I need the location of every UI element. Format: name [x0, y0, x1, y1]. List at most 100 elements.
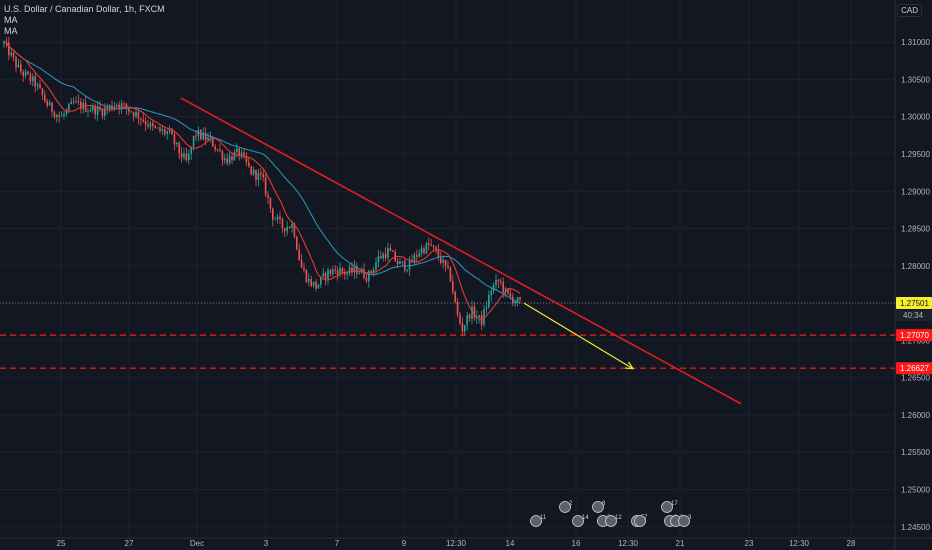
candle-body [166, 131, 168, 134]
time-tick-label: 27 [125, 539, 134, 548]
candle-body [473, 306, 476, 318]
candle-body [212, 137, 214, 147]
candle-body [336, 270, 339, 275]
candle-body [190, 146, 192, 154]
candle-body [118, 104, 120, 109]
event-markers[interactable]: 1121482125717333 [530, 501, 693, 527]
candle-body [435, 246, 437, 251]
candle-body [344, 271, 346, 275]
support-price-tag-2-bg [896, 362, 932, 375]
candle-body [461, 323, 464, 332]
candle-body [327, 269, 329, 280]
time-tick-label: 12:30 [618, 539, 639, 548]
candle-body [161, 129, 164, 131]
countdown-bg [896, 310, 932, 322]
time-tick-label: 21 [676, 539, 685, 548]
symbol-title[interactable]: U.S. Dollar / Canadian Dollar, 1h, FXCM [4, 4, 165, 14]
indicator-ma-1[interactable]: MA [4, 15, 18, 25]
candle-body [183, 153, 185, 158]
event-icon[interactable] [592, 501, 604, 513]
candle-body [159, 127, 161, 131]
time-tick-label: 28 [847, 539, 856, 548]
candle-body [286, 226, 288, 232]
candle-body [257, 172, 260, 180]
chart-legend: U.S. Dollar / Canadian Dollar, 1h, FXCM … [4, 4, 165, 37]
candle-body [322, 273, 324, 277]
candle-body [84, 102, 87, 112]
candle-body [96, 106, 99, 115]
event-icon[interactable] [678, 515, 690, 527]
grid [0, 0, 895, 538]
candle-body [454, 292, 456, 302]
candle-body [236, 148, 238, 153]
candle-body [447, 265, 449, 268]
time-tick-label: 7 [335, 539, 340, 548]
candle-body [346, 273, 348, 275]
candle-body [250, 166, 252, 175]
projection-arrow[interactable] [523, 302, 634, 370]
candle-body [17, 64, 20, 68]
drawings[interactable] [0, 97, 895, 405]
event-icon[interactable] [530, 515, 542, 527]
candle-body [34, 76, 36, 87]
price-axis[interactable]: 1.31000 1.30500 1.30000 1.29500 1.29000 1.285… [894, 0, 932, 550]
time-axis[interactable]: 25 27 Dec 3 7 9 12:30 14 16 12:30 21 23 12:30 28 [0, 537, 932, 548]
candle-body [384, 253, 387, 258]
candle-body [147, 124, 149, 127]
price-tick-label: 1.25500 [901, 448, 930, 457]
candle-body [305, 270, 308, 282]
candle-body [202, 132, 204, 140]
candle-body [132, 112, 135, 117]
candle-body [514, 301, 516, 304]
candles [3, 36, 521, 337]
candle-body [60, 116, 63, 117]
event-icon[interactable] [634, 515, 646, 527]
candle-body [238, 148, 240, 156]
candle-body [272, 208, 274, 220]
candle-body [464, 325, 466, 332]
support-price-tag-1-bg [896, 329, 932, 342]
candle-body [466, 315, 468, 326]
event-icon[interactable] [559, 501, 571, 513]
event-icon[interactable] [605, 515, 617, 527]
candle-body [152, 123, 154, 127]
candle-body [144, 121, 147, 125]
candle-body [288, 226, 291, 229]
candle-body [65, 109, 68, 114]
candle-body [221, 151, 224, 161]
candle-body [495, 279, 497, 285]
time-tick-label: 9 [402, 539, 407, 548]
candle-body [180, 153, 183, 158]
candle-body [209, 137, 212, 138]
candle-body [116, 104, 118, 107]
candle-body [89, 110, 92, 112]
candle-body [106, 107, 108, 109]
candle-body [32, 76, 34, 82]
candle-body [70, 101, 72, 105]
candle-body [413, 255, 416, 263]
candle-body [29, 74, 32, 82]
current-price-tag: 1.27501 [900, 299, 929, 308]
candle-body [504, 288, 507, 292]
event-icon[interactable] [572, 515, 584, 527]
time-tick-label: 3 [264, 539, 269, 548]
candle-body [15, 57, 17, 68]
event-icon[interactable] [661, 501, 673, 513]
candle-body [22, 71, 24, 76]
candle-body [274, 219, 276, 221]
candle-body [36, 84, 39, 87]
candle-body [128, 108, 130, 112]
price-tick-label: 1.24500 [901, 523, 930, 532]
candle-body [87, 110, 89, 112]
candle-body [320, 276, 322, 285]
candle-body [53, 112, 56, 118]
candle-body [94, 105, 96, 115]
candle-body [456, 301, 459, 315]
resistance-trendline[interactable] [180, 97, 742, 405]
ma-slow-line [3, 41, 521, 304]
price-axis-bg [895, 0, 932, 550]
indicator-ma-2[interactable]: MA [4, 26, 18, 36]
candle-body [113, 106, 116, 109]
candle-body [176, 142, 178, 145]
